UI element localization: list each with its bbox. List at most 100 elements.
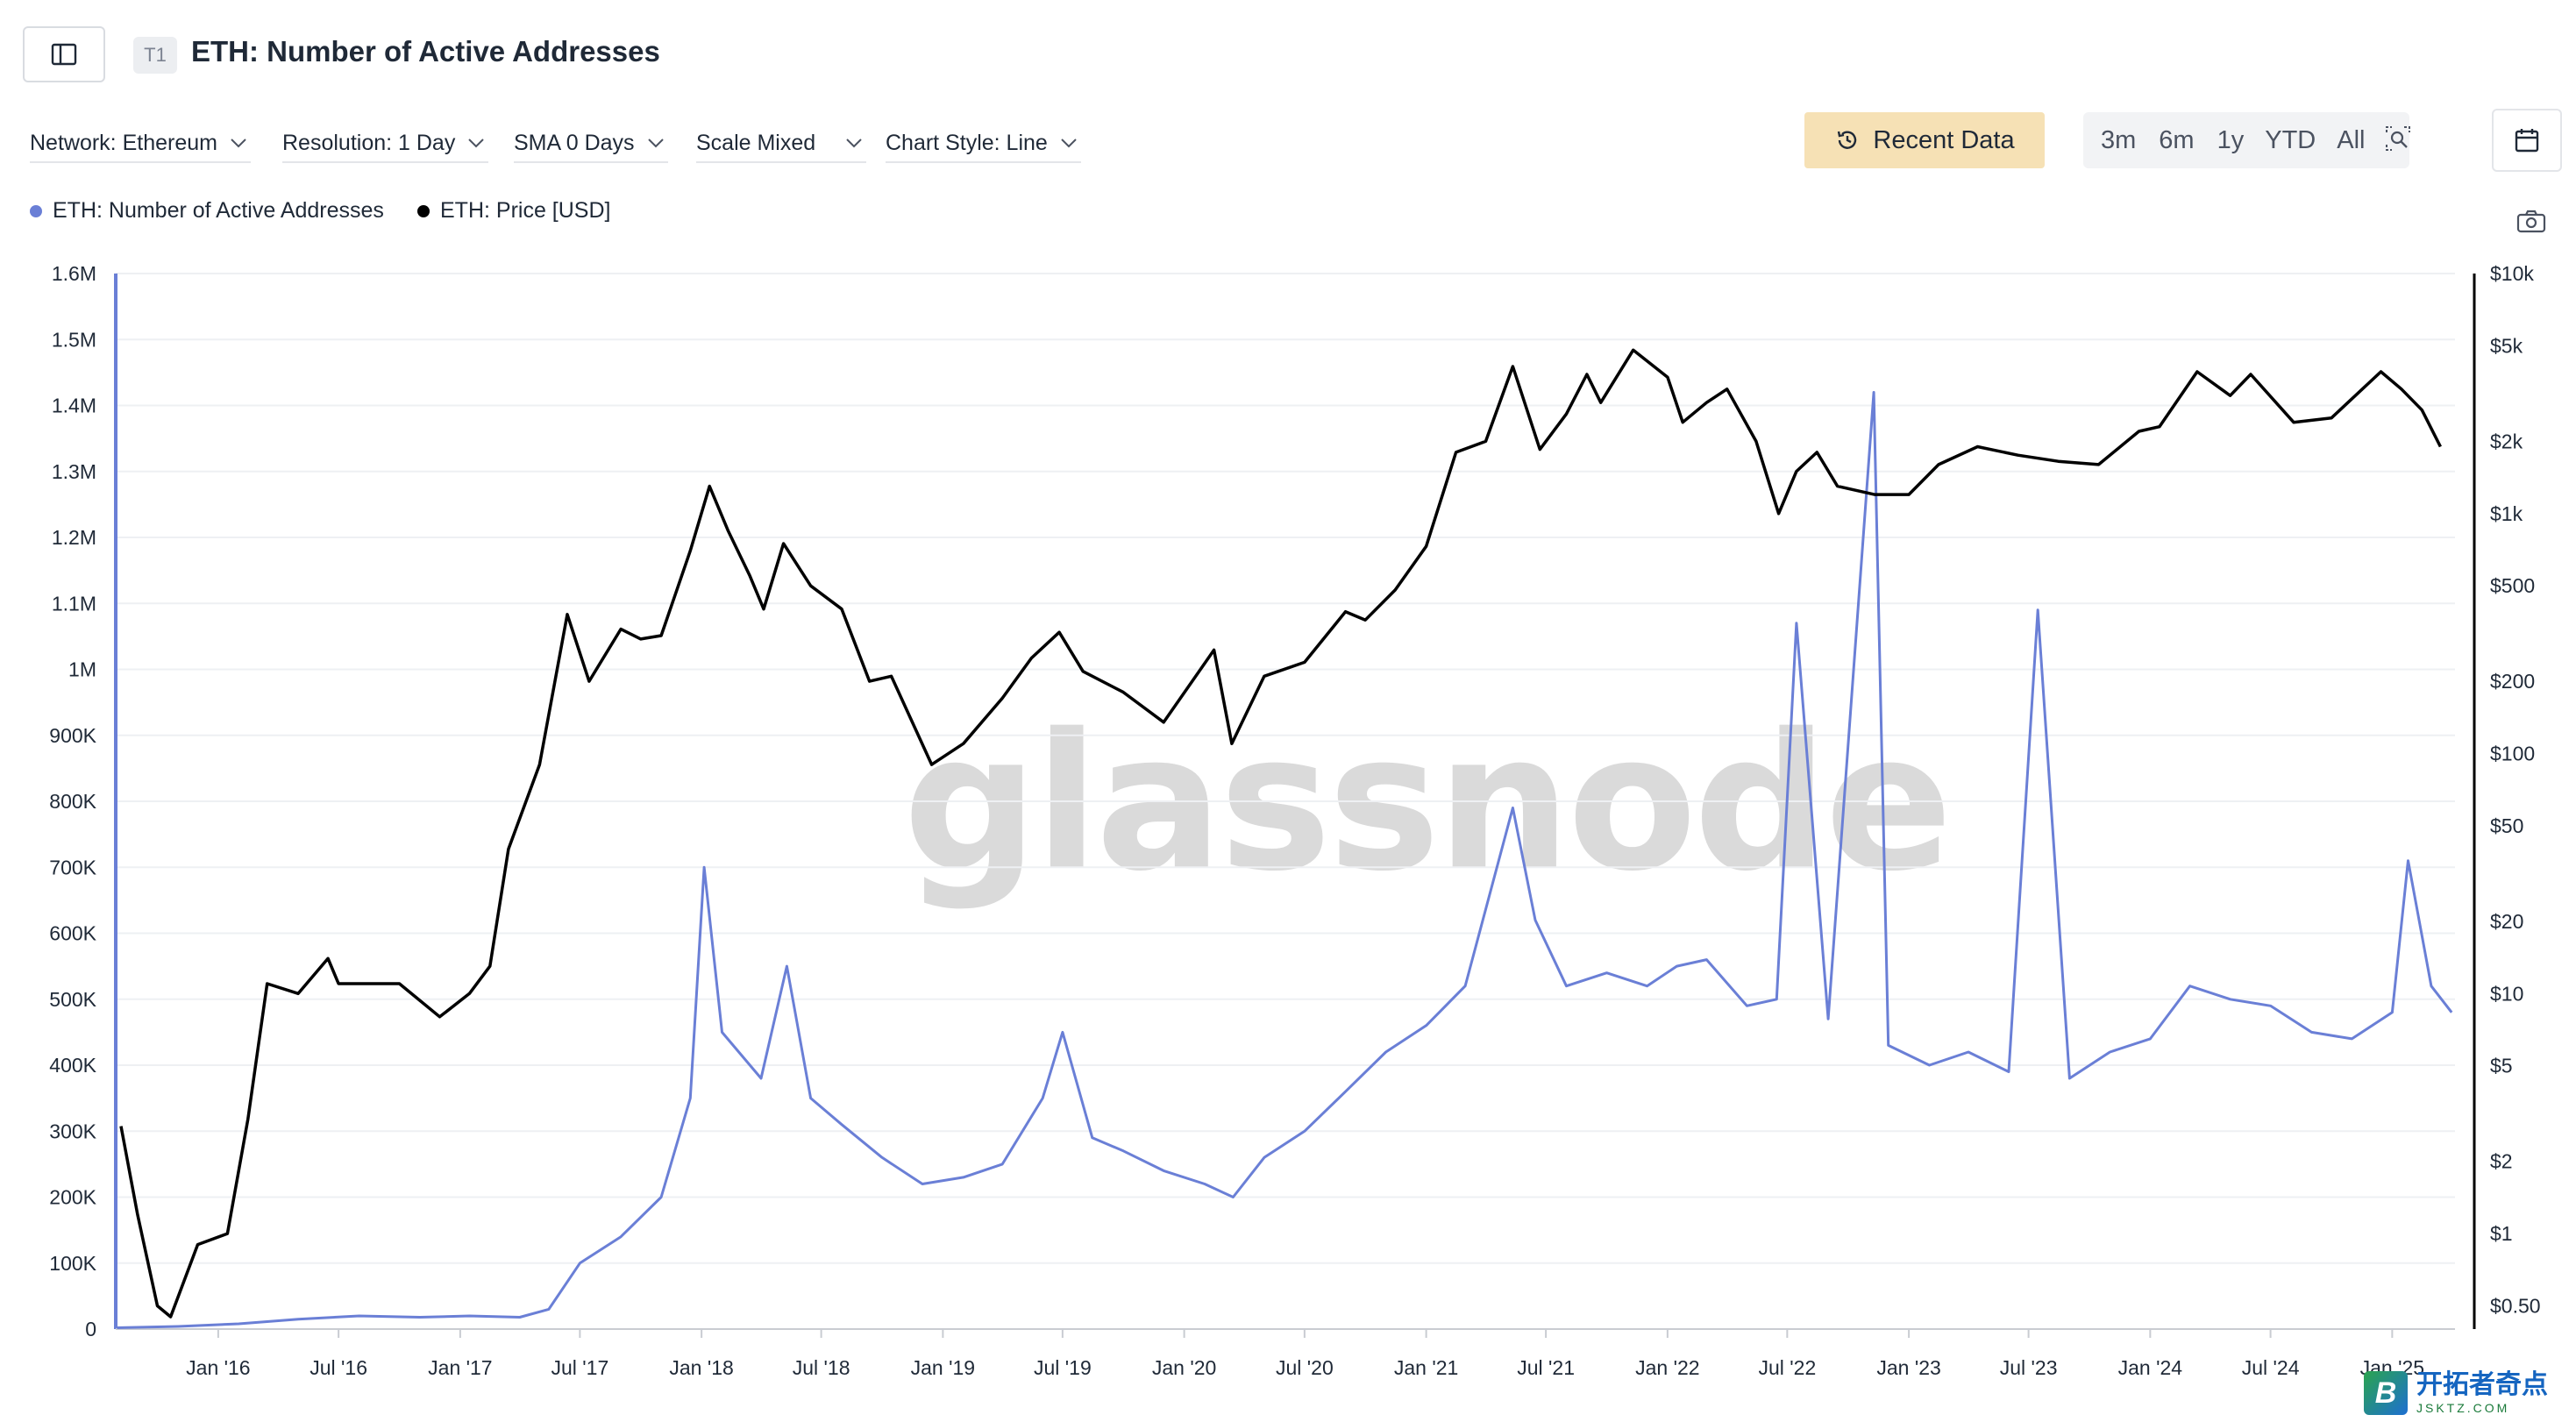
y-left-tick-label: 200K	[49, 1186, 96, 1209]
x-tick-label: Jul '19	[1034, 1356, 1092, 1379]
legend-swatch	[30, 204, 42, 217]
range-6m-button[interactable]: 6m	[2159, 125, 2195, 154]
sma-label: SMA 0 Days	[514, 130, 635, 155]
x-tick-label: Jan '18	[669, 1356, 733, 1379]
y-right-tick-label: $5	[2490, 1055, 2513, 1077]
y-left-tick-label: 100K	[49, 1252, 96, 1275]
x-tick-label: Jul '21	[1517, 1356, 1575, 1379]
x-axis: Jan '16 Jul '16 Jan '17 Jul '17 Jan '18 Jul '…	[186, 1329, 2424, 1379]
y-right-tick-label: $0.50	[2490, 1294, 2541, 1317]
x-tick-label: Jul '20	[1276, 1356, 1334, 1379]
y-right-tick-label: $2	[2490, 1150, 2513, 1173]
resolution-dropdown[interactable]: Resolution: 1 Day	[282, 124, 489, 163]
site-badge: B 开拓者奇点 JSKTZ.COM	[2364, 1371, 2548, 1415]
y-right-tick-label: $1	[2490, 1222, 2513, 1245]
sidebar-icon	[51, 43, 77, 66]
tier-tag: T1	[133, 37, 177, 74]
scale-dropdown[interactable]: Scale Mixed	[696, 124, 867, 163]
y-left-tick-label: 700K	[49, 856, 96, 878]
x-tick-label: Jul '23	[2000, 1356, 2058, 1379]
legend-item-price[interactable]: ETH: Price [USD]	[417, 198, 610, 224]
x-tick-label: Jan '24	[2118, 1356, 2183, 1379]
badge-subtitle: JSKTZ.COM	[2416, 1401, 2510, 1415]
y-left-tick-label: 1.4M	[52, 395, 96, 417]
y-left-tick-label: 1M	[68, 658, 96, 681]
series-line-price	[119, 348, 2442, 1319]
network-dropdown[interactable]: Network: Ethereum	[30, 124, 251, 163]
x-tick-label: Jul '22	[1758, 1356, 1816, 1379]
y-left-tick-label: 1.1M	[52, 592, 96, 615]
time-range-group: 3m 6m 1y YTD All	[2083, 112, 2412, 168]
history-icon	[1838, 131, 1857, 149]
y-left-tick-label: 900K	[49, 724, 96, 747]
chart-style-label: Chart Style: Line	[886, 130, 1048, 155]
recent-data-label: Recent Data	[1873, 125, 2015, 154]
y-right-tick-label: $100	[2490, 743, 2535, 765]
range-3m-button[interactable]: 3m	[2101, 125, 2137, 154]
chevron-down-icon	[1061, 139, 1077, 148]
chart-style-dropdown[interactable]: Chart Style: Line	[886, 124, 1081, 163]
resolution-label: Resolution: 1 Day	[282, 130, 456, 155]
x-tick-label: Jul '16	[310, 1356, 367, 1379]
page-title: ETH: Number of Active Addresses	[191, 35, 660, 68]
scale-label: Scale Mixed	[696, 130, 816, 155]
recent-data-button[interactable]: Recent Data	[1804, 112, 2045, 168]
legend-label: ETH: Price [USD]	[440, 198, 611, 223]
calendar-button[interactable]	[2492, 109, 2562, 172]
x-tick-label: Jan '23	[1876, 1356, 1940, 1379]
y-right-tick-label: $2k	[2490, 430, 2523, 452]
y-left-tick-label: 0	[85, 1318, 96, 1340]
grid	[116, 273, 2455, 1330]
x-tick-label: Jan '20	[1152, 1356, 1216, 1379]
x-tick-label: Jul '17	[551, 1356, 608, 1379]
calendar-icon	[2515, 129, 2539, 153]
y-left-tick-label: 1.3M	[52, 460, 96, 483]
series-line-addresses	[117, 391, 2453, 1329]
y-left-tick-label: 1.5M	[52, 328, 96, 351]
x-tick-label: Jan '22	[1635, 1356, 1699, 1379]
y-left-tick-label: 500K	[49, 988, 96, 1011]
y-right-tick-label: $500	[2490, 574, 2535, 597]
y-right-tick-label: $10k	[2490, 262, 2534, 285]
range-1y-button[interactable]: 1y	[2217, 125, 2245, 154]
y-right-tick-label: $5k	[2490, 334, 2523, 357]
x-tick-label: Jan '16	[186, 1356, 250, 1379]
series-group	[117, 348, 2453, 1329]
y-right-tick-label: $200	[2490, 670, 2535, 693]
x-tick-label: Jan '21	[1394, 1356, 1458, 1379]
camera-icon[interactable]	[2516, 209, 2546, 233]
chevron-down-icon	[468, 139, 485, 148]
y-right-tick-label: $1k	[2490, 502, 2523, 525]
y-right-tick-label: $10	[2490, 982, 2523, 1005]
x-tick-label: Jan '19	[911, 1356, 975, 1379]
range-ytd-button[interactable]: YTD	[2265, 125, 2316, 154]
chevron-down-icon	[846, 139, 862, 148]
chevron-down-icon	[647, 139, 664, 148]
left-axis: 0 100K 200K 300K 400K 500K 600K 700K 800K 900K 1M 1…	[49, 262, 2455, 1340]
sidebar-toggle-button[interactable]	[23, 26, 105, 82]
zoom-search-icon	[2386, 125, 2411, 151]
zoom-search-button[interactable]	[2384, 124, 2412, 157]
sma-dropdown[interactable]: SMA 0 Days	[514, 124, 668, 163]
legend-item-addresses[interactable]: ETH: Number of Active Addresses	[30, 198, 384, 224]
y-left-tick-label: 800K	[49, 790, 96, 813]
badge-title: 开拓者奇点	[2416, 1370, 2548, 1399]
x-tick-label: Jul '18	[793, 1356, 850, 1379]
right-axis: $0.50 $1 $2 $5 $10 $20 $50 $100 $200 $500 $1k $2k $5…	[2473, 262, 2541, 1329]
y-left-tick-label: 1.2M	[52, 526, 96, 549]
y-left-tick-label: 600K	[49, 922, 96, 945]
y-left-tick-label: 400K	[49, 1054, 96, 1077]
x-tick-label: Jul '24	[2242, 1356, 2300, 1379]
network-label: Network: Ethereum	[30, 130, 217, 155]
y-right-tick-label: $20	[2490, 910, 2523, 933]
y-left-tick-label: 1.6M	[52, 262, 96, 285]
chevron-down-icon	[231, 139, 246, 148]
y-right-tick-label: $50	[2490, 814, 2523, 837]
watermark: glassnode	[903, 693, 1953, 913]
range-all-button[interactable]: All	[2337, 125, 2366, 154]
legend-swatch	[417, 204, 430, 217]
legend-label: ETH: Number of Active Addresses	[53, 198, 384, 223]
x-tick-label: Jan '17	[428, 1356, 492, 1379]
badge-logo: B	[2364, 1371, 2408, 1415]
